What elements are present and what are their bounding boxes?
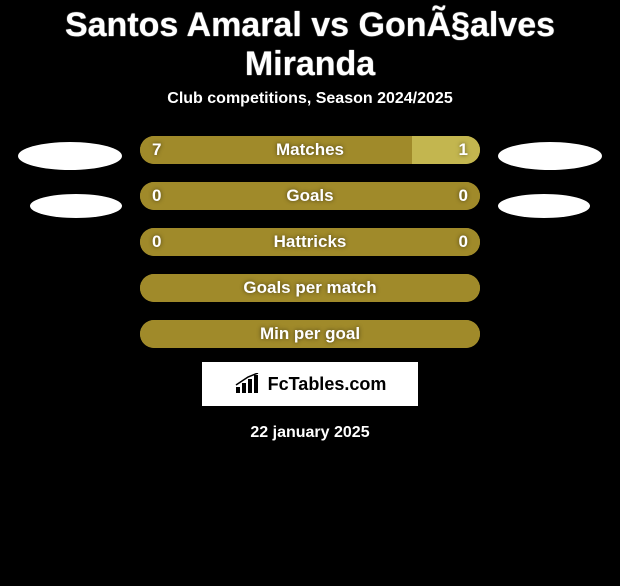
stat-value-right: 1 xyxy=(459,140,468,160)
stat-value-left: 0 xyxy=(152,232,161,252)
stat-value-right: 0 xyxy=(459,232,468,252)
stat-row-matches: Matches 7 1 xyxy=(140,136,480,164)
stat-left-fill xyxy=(140,182,310,210)
stat-label: Goals xyxy=(286,186,333,206)
stat-label: Hattricks xyxy=(274,232,347,252)
stat-row-hattricks: Hattricks 0 0 xyxy=(140,228,480,256)
player-right-avatar xyxy=(498,142,602,170)
page-title: Santos Amaral vs GonÃ§alves Miranda xyxy=(10,6,610,84)
stats-area: Matches 7 1 Goals 0 0 Hattricks 0 0 Goals per mat… xyxy=(10,136,610,348)
player-right-avatar-small xyxy=(498,194,590,218)
stat-label: Min per goal xyxy=(260,324,360,344)
stat-value-left: 7 xyxy=(152,140,161,160)
right-avatar-column xyxy=(498,136,602,218)
left-avatar-column xyxy=(18,136,122,218)
stat-value-right: 0 xyxy=(459,186,468,206)
chart-icon xyxy=(234,373,262,395)
stat-row-min-per-goal: Min per goal xyxy=(140,320,480,348)
subtitle: Club competitions, Season 2024/2025 xyxy=(10,90,610,108)
player-left-avatar-small xyxy=(30,194,122,218)
stat-label: Matches xyxy=(276,140,344,160)
stat-right-fill xyxy=(412,136,480,164)
stat-bars: Matches 7 1 Goals 0 0 Hattricks 0 0 Goals per mat… xyxy=(140,136,480,348)
site-logo[interactable]: FcTables.com xyxy=(202,362,418,406)
stat-row-goals-per-match: Goals per match xyxy=(140,274,480,302)
player-left-avatar xyxy=(18,142,122,170)
footer-date: 22 january 2025 xyxy=(10,424,610,442)
stat-right-fill xyxy=(310,182,480,210)
stat-label: Goals per match xyxy=(243,278,376,298)
logo-text: FcTables.com xyxy=(268,374,387,395)
stat-value-left: 0 xyxy=(152,186,161,206)
stat-row-goals: Goals 0 0 xyxy=(140,182,480,210)
